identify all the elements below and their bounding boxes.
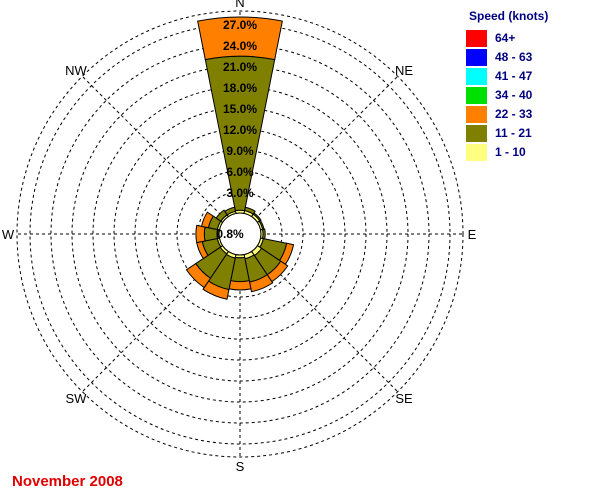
rose-segment-n bbox=[197, 16, 283, 61]
legend-label: 64+ bbox=[495, 31, 516, 45]
ring-label: 24.0% bbox=[223, 39, 257, 53]
direction-label-ne: NE bbox=[395, 63, 413, 78]
legend-swatch bbox=[466, 68, 487, 85]
rose-segment-e bbox=[262, 228, 266, 240]
legend-label: 22 - 33 bbox=[495, 107, 533, 121]
rose-segment-ssw bbox=[202, 280, 230, 300]
grid-spoke bbox=[254, 248, 399, 393]
rose-segment-wnw bbox=[200, 211, 214, 229]
direction-label-n: N bbox=[235, 0, 244, 10]
legend-item: 11 - 21 bbox=[466, 125, 546, 143]
legend-swatch bbox=[466, 87, 487, 104]
grid-spoke bbox=[81, 248, 226, 393]
legend-label: 34 - 40 bbox=[495, 88, 533, 102]
direction-label-se: SE bbox=[395, 391, 413, 406]
legend-swatch bbox=[466, 49, 487, 66]
ring-label: 18.0% bbox=[223, 81, 257, 95]
calm-label: 0.8% bbox=[216, 227, 244, 241]
legend-item: 1 - 10 bbox=[466, 144, 546, 162]
ring-label: 27.0% bbox=[223, 18, 257, 32]
rose-segment-ne bbox=[252, 212, 262, 222]
ring-label: 15.0% bbox=[223, 102, 257, 116]
rose-segment-sse bbox=[248, 274, 274, 293]
legend-item: 48 - 63 bbox=[466, 49, 546, 67]
legend-label: 11 - 21 bbox=[495, 126, 532, 140]
direction-label-nw: NW bbox=[65, 63, 87, 78]
legend-item: 22 - 33 bbox=[466, 106, 546, 124]
rose-segment-sw bbox=[185, 262, 212, 289]
period-label: November 2008 bbox=[12, 473, 123, 490]
direction-label-sw: SW bbox=[65, 391, 87, 406]
legend-item: 64+ bbox=[466, 30, 546, 48]
direction-label-s: S bbox=[236, 459, 245, 474]
rose-segment-nnw bbox=[224, 206, 237, 216]
ring-label: 3.0% bbox=[226, 186, 254, 200]
rose-segment-nw bbox=[215, 209, 228, 222]
direction-label-e: E bbox=[468, 227, 477, 242]
legend-label: 41 - 47 bbox=[495, 69, 533, 83]
ring-label: 12.0% bbox=[223, 123, 257, 137]
legend-label: 1 - 10 bbox=[495, 145, 526, 159]
legend-item: 41 - 47 bbox=[466, 68, 546, 86]
ring-label: 21.0% bbox=[223, 60, 257, 74]
direction-label-w: W bbox=[2, 227, 15, 242]
grid-spoke bbox=[254, 75, 399, 220]
grid-spoke bbox=[81, 75, 226, 220]
legend-swatch bbox=[466, 125, 487, 142]
legend-label: 48 - 63 bbox=[495, 50, 533, 64]
rose-segment-s bbox=[228, 280, 252, 291]
legend-swatch bbox=[466, 144, 487, 161]
rose-segment-nne bbox=[244, 206, 256, 215]
grid-ring-outer bbox=[16, 10, 464, 458]
ring-label: 6.0% bbox=[226, 165, 254, 179]
legend-title: Speed (knots) bbox=[469, 9, 549, 23]
rose-segment-w bbox=[195, 224, 206, 244]
legend-swatch bbox=[466, 30, 487, 47]
ring-label: 9.0% bbox=[226, 144, 254, 158]
legend-swatch bbox=[466, 106, 487, 123]
legend-item: 34 - 40 bbox=[466, 87, 546, 105]
